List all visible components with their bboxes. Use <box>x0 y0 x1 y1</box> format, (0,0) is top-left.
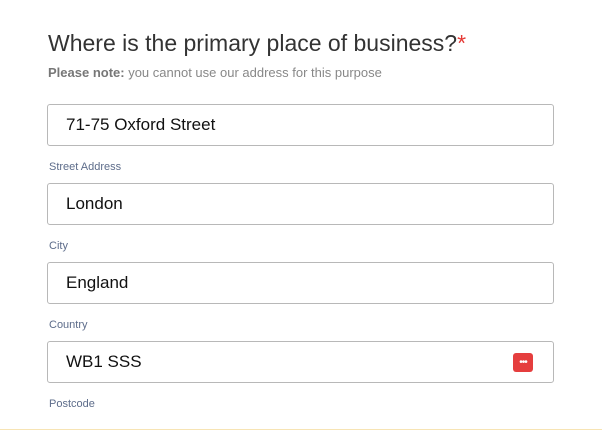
note: Please note: you cannot use our address … <box>48 65 382 80</box>
street-address-label: Street Address <box>49 161 122 173</box>
street-address-input[interactable] <box>66 105 506 145</box>
city-field[interactable] <box>47 183 554 225</box>
street-address-field[interactable] <box>47 104 554 146</box>
note-text: you cannot use our address for this purp… <box>124 65 382 80</box>
postcode-input[interactable] <box>66 342 506 382</box>
country-input[interactable] <box>66 263 506 303</box>
city-label: City <box>49 240 68 252</box>
postcode-field[interactable]: ••• <box>47 341 554 383</box>
postcode-label: Postcode <box>49 398 95 410</box>
note-bold: Please note: <box>48 65 125 80</box>
country-field[interactable] <box>47 262 554 304</box>
password-manager-icon[interactable]: ••• <box>513 353 533 372</box>
city-input[interactable] <box>66 184 506 224</box>
required-asterisk: * <box>457 30 467 56</box>
question-title: Where is the primary place of business?* <box>48 30 466 57</box>
question-title-text: Where is the primary place of business? <box>48 30 458 56</box>
country-label: Country <box>49 319 88 331</box>
